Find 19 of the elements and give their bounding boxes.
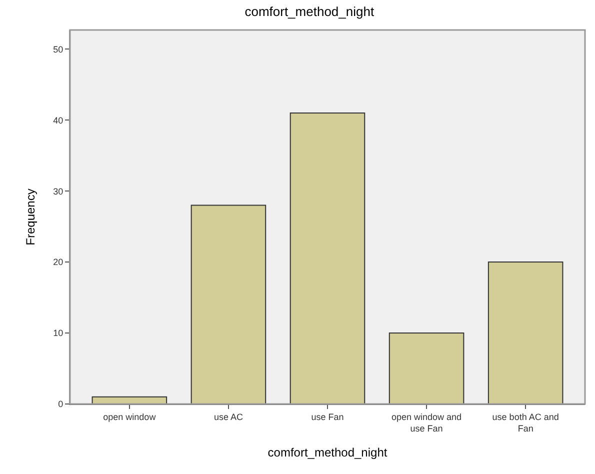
y-tick-label: 20 — [53, 257, 64, 268]
bar — [190, 204, 266, 404]
y-axis-title: Frequency — [23, 188, 38, 246]
y-tick-label: 40 — [53, 115, 64, 126]
x-axis-title: comfort_method_night — [268, 445, 388, 460]
chart-title: comfort_method_night — [244, 4, 374, 20]
y-tick-label: 0 — [58, 399, 64, 410]
y-tick-label: 10 — [53, 328, 64, 338]
y-tick-label: 50 — [53, 44, 64, 54]
bar — [388, 332, 464, 404]
x-tick-label: use both AC and Fan — [492, 412, 559, 434]
x-tick-label: open window — [103, 412, 156, 422]
x-tick-label: open window and use Fan — [392, 412, 462, 434]
bar — [290, 112, 366, 404]
x-tick-label: use Fan — [311, 412, 344, 422]
bar — [92, 396, 168, 404]
x-tick-label: use AC — [214, 412, 244, 422]
bar — [488, 262, 564, 404]
y-tick-label: 30 — [53, 186, 64, 196]
